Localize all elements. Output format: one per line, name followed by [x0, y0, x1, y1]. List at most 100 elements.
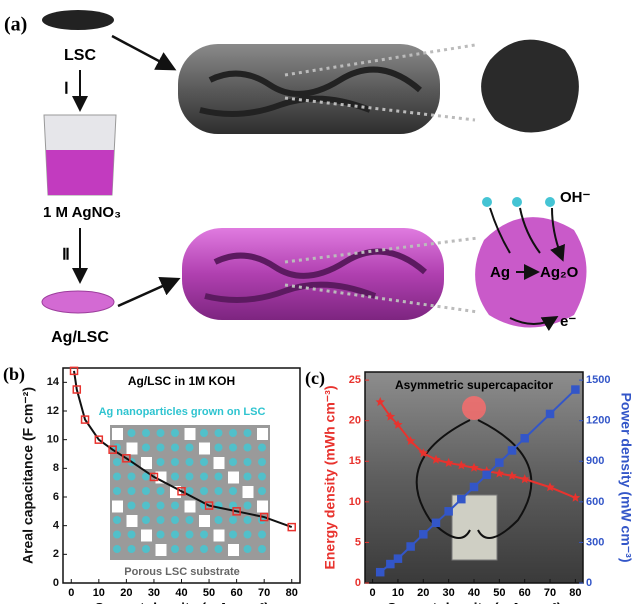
- x-tick-label: 40: [468, 587, 480, 599]
- particle: [171, 516, 179, 524]
- y-tick-label: 10: [47, 434, 59, 446]
- y-tick-label: 5: [355, 536, 361, 548]
- particle: [113, 516, 121, 524]
- led: [462, 396, 486, 420]
- pore: [141, 457, 152, 469]
- x-tick-label: 70: [258, 587, 270, 599]
- pore: [112, 428, 123, 440]
- marker: [444, 507, 453, 516]
- marker: [545, 409, 555, 419]
- x-tick-label: 20: [417, 587, 429, 599]
- panel-label: (c): [305, 368, 325, 389]
- particle: [229, 443, 237, 452]
- x-tick-label: 50: [203, 587, 215, 599]
- x-tick-label: 30: [148, 587, 160, 599]
- marker: [520, 434, 529, 443]
- pore: [112, 500, 123, 513]
- battery: [451, 494, 498, 561]
- pore: [228, 544, 239, 556]
- particle: [113, 487, 121, 495]
- x-tick-label: 0: [370, 587, 376, 599]
- particle: [127, 545, 136, 553]
- marker: [72, 385, 82, 394]
- step-label: Ⅱ: [62, 247, 70, 264]
- y2-tick-label: 300: [586, 536, 604, 548]
- particle: [258, 443, 266, 452]
- particle: [156, 501, 165, 510]
- y-tick-label: 2: [53, 548, 59, 560]
- ion: [512, 197, 522, 207]
- particle: [243, 429, 252, 437]
- particle: [171, 501, 179, 510]
- marker: [507, 470, 517, 480]
- y-tick-label: 20: [349, 415, 361, 427]
- pore: [126, 515, 138, 527]
- particle: [156, 458, 165, 466]
- particle: [156, 530, 165, 539]
- y-tick-label: 12: [47, 405, 59, 417]
- particle: [171, 472, 179, 481]
- marker: [108, 445, 117, 454]
- pore: [126, 442, 138, 455]
- marker: [457, 494, 466, 504]
- lsc-label: LSC: [64, 47, 96, 64]
- marker: [570, 492, 581, 502]
- marker: [69, 366, 79, 376]
- particle: [200, 458, 208, 466]
- x-axis-label: Current density (mA cm⁻²): [387, 600, 562, 604]
- y-tick-label: 25: [349, 374, 361, 386]
- particle: [156, 429, 165, 437]
- x-tick-label: 30: [443, 587, 455, 599]
- solution: [46, 150, 114, 195]
- marker: [406, 542, 415, 551]
- x-tick-label: 80: [569, 587, 581, 599]
- ag-lsc-disc: [41, 290, 115, 314]
- y2-tick-label: 1200: [586, 415, 610, 427]
- pore: [155, 544, 167, 556]
- particle: [214, 516, 223, 524]
- particle: [214, 545, 223, 553]
- particle: [243, 472, 252, 481]
- marker: [571, 385, 580, 394]
- y2-tick-label: 600: [586, 496, 604, 508]
- marker: [507, 446, 517, 455]
- particle: [185, 458, 194, 466]
- particle: [171, 458, 179, 466]
- x-tick-label: 10: [392, 587, 404, 599]
- particle: [229, 458, 237, 466]
- particle: [185, 545, 194, 553]
- particle: [113, 472, 121, 481]
- particle: [243, 458, 252, 466]
- y-tick-label: 4: [53, 520, 60, 532]
- pore: [184, 428, 196, 440]
- y2-tick-label: 1500: [586, 374, 610, 386]
- x-tick-label: 60: [519, 587, 531, 599]
- zoom-line: [284, 236, 479, 314]
- pore: [199, 442, 210, 455]
- arrow: [111, 34, 177, 71]
- particle: [185, 487, 194, 495]
- y-tick-label: 15: [349, 455, 361, 467]
- y-tick-label: 14: [47, 376, 60, 388]
- marker: [177, 487, 186, 496]
- particle: [243, 501, 252, 510]
- pore: [155, 471, 167, 484]
- marker: [419, 530, 428, 539]
- marker: [443, 457, 454, 467]
- particle: [127, 472, 136, 481]
- particle: [113, 458, 121, 466]
- x-tick-label: 40: [175, 587, 187, 599]
- marker: [375, 397, 385, 407]
- pores: [204, 248, 427, 303]
- pore: [228, 471, 239, 484]
- particle: [229, 487, 237, 495]
- particle: [258, 472, 266, 481]
- x-tick-label: 80: [286, 587, 298, 599]
- particle: [171, 545, 179, 553]
- inset-image: [110, 425, 270, 560]
- y-tick-label: 10: [349, 496, 361, 508]
- particle: [142, 487, 150, 495]
- ion: [482, 197, 492, 207]
- pore: [199, 515, 210, 527]
